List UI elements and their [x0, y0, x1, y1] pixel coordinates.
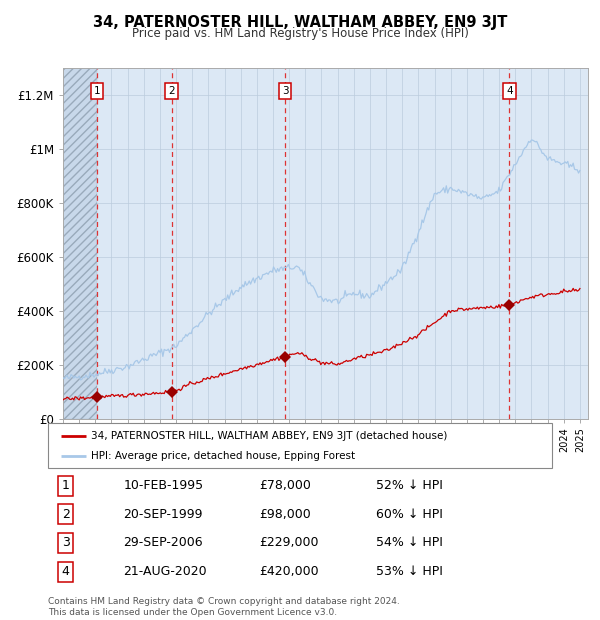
Text: 54% ↓ HPI: 54% ↓ HPI — [376, 536, 442, 549]
Text: Price paid vs. HM Land Registry's House Price Index (HPI): Price paid vs. HM Land Registry's House … — [131, 27, 469, 40]
Text: 29-SEP-2006: 29-SEP-2006 — [124, 536, 203, 549]
Text: 2: 2 — [168, 86, 175, 96]
Text: HPI: Average price, detached house, Epping Forest: HPI: Average price, detached house, Eppi… — [91, 451, 355, 461]
Text: 52% ↓ HPI: 52% ↓ HPI — [376, 479, 442, 492]
Text: 10-FEB-1995: 10-FEB-1995 — [124, 479, 204, 492]
Text: 53% ↓ HPI: 53% ↓ HPI — [376, 565, 442, 578]
Bar — [63, 68, 97, 418]
Text: 34, PATERNOSTER HILL, WALTHAM ABBEY, EN9 3JT: 34, PATERNOSTER HILL, WALTHAM ABBEY, EN9… — [93, 16, 507, 30]
Text: Contains HM Land Registry data © Crown copyright and database right 2024.
This d: Contains HM Land Registry data © Crown c… — [48, 598, 400, 617]
Text: 34, PATERNOSTER HILL, WALTHAM ABBEY, EN9 3JT (detached house): 34, PATERNOSTER HILL, WALTHAM ABBEY, EN9… — [91, 430, 447, 441]
Text: 21-AUG-2020: 21-AUG-2020 — [124, 565, 207, 578]
Text: £420,000: £420,000 — [260, 565, 319, 578]
Text: 3: 3 — [62, 536, 70, 549]
Text: 4: 4 — [506, 86, 513, 96]
Text: 60% ↓ HPI: 60% ↓ HPI — [376, 508, 442, 521]
Text: £78,000: £78,000 — [260, 479, 311, 492]
Text: 20-SEP-1999: 20-SEP-1999 — [124, 508, 203, 521]
Text: £229,000: £229,000 — [260, 536, 319, 549]
Text: 1: 1 — [94, 86, 100, 96]
Text: 1: 1 — [62, 479, 70, 492]
Text: 3: 3 — [282, 86, 289, 96]
Text: 2: 2 — [62, 508, 70, 521]
Text: 4: 4 — [62, 565, 70, 578]
Text: £98,000: £98,000 — [260, 508, 311, 521]
